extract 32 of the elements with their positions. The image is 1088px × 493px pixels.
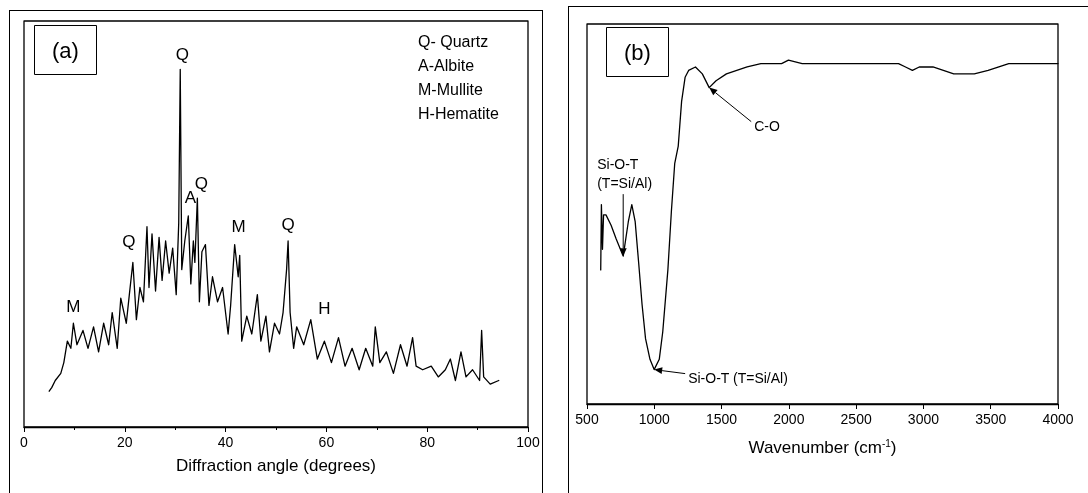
annotation: M bbox=[231, 216, 246, 236]
x-tick-label: 60 bbox=[318, 434, 335, 450]
annotation: M bbox=[66, 297, 81, 317]
x-tick-label: 40 bbox=[217, 434, 234, 450]
annotation: M-Mullite bbox=[418, 80, 483, 98]
x-tick-label: 3500 bbox=[975, 411, 1007, 427]
annotation: H-Hematite bbox=[418, 104, 500, 122]
x-tick-label: 500 bbox=[575, 411, 599, 427]
annotation: H bbox=[318, 299, 331, 319]
x-tick-label: 0 bbox=[20, 434, 29, 450]
x-tick-label: 4000 bbox=[1042, 411, 1074, 427]
x-tick-label: 100 bbox=[516, 434, 540, 450]
x-tick-label: 1500 bbox=[705, 411, 738, 427]
text: Q- Quartz bbox=[418, 32, 489, 50]
chart-title: (b) bbox=[624, 39, 651, 65]
x-tick-label: 20 bbox=[117, 434, 133, 450]
annotation: A bbox=[184, 187, 197, 207]
x-tick-label: 1000 bbox=[638, 411, 671, 427]
x-tick-label: 2000 bbox=[773, 411, 805, 427]
annotation: Si-O-T (T=Si/Al) bbox=[688, 369, 788, 386]
x-tick-label: 2500 bbox=[840, 411, 872, 427]
annotation: Q bbox=[122, 232, 136, 252]
x-axis-title: Diffraction angle (degrees) bbox=[175, 456, 377, 475]
chart-title: (a) bbox=[52, 37, 79, 63]
annotation: Si-O-T (T=Si/Al) bbox=[597, 155, 653, 191]
x-tick-label: 3000 bbox=[907, 411, 940, 427]
annotation: C-O bbox=[754, 117, 780, 134]
annotation: Q bbox=[194, 174, 208, 194]
annotation: Q bbox=[175, 45, 189, 65]
x-tick-label: 80 bbox=[419, 434, 436, 450]
annotation: A-Albite bbox=[418, 56, 475, 74]
annotation: Q bbox=[281, 214, 295, 234]
